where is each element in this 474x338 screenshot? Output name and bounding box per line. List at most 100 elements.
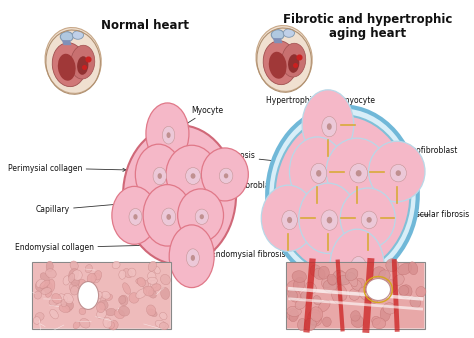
Ellipse shape [282, 43, 306, 77]
Ellipse shape [349, 288, 360, 300]
Ellipse shape [386, 259, 398, 272]
Ellipse shape [45, 289, 52, 297]
Text: Normal heart: Normal heart [100, 19, 189, 32]
Ellipse shape [289, 310, 299, 322]
Ellipse shape [143, 281, 149, 288]
Ellipse shape [118, 296, 126, 304]
Ellipse shape [287, 309, 298, 320]
Ellipse shape [129, 293, 139, 303]
Ellipse shape [321, 210, 338, 230]
Ellipse shape [191, 255, 195, 261]
Ellipse shape [224, 173, 228, 178]
Ellipse shape [40, 280, 50, 288]
Ellipse shape [94, 271, 102, 280]
Ellipse shape [354, 279, 365, 289]
Text: Endomysial collagen: Endomysial collagen [15, 243, 166, 252]
Ellipse shape [274, 115, 410, 274]
Ellipse shape [340, 188, 395, 248]
Ellipse shape [160, 312, 167, 320]
Ellipse shape [112, 261, 120, 269]
Ellipse shape [256, 26, 312, 91]
Ellipse shape [178, 189, 224, 242]
Ellipse shape [390, 164, 407, 182]
Ellipse shape [151, 284, 161, 291]
Ellipse shape [91, 273, 100, 283]
Ellipse shape [41, 288, 51, 294]
Ellipse shape [153, 167, 166, 185]
Ellipse shape [119, 295, 128, 306]
Ellipse shape [148, 309, 157, 317]
Ellipse shape [96, 291, 102, 299]
Ellipse shape [195, 209, 209, 224]
Ellipse shape [161, 274, 170, 285]
Ellipse shape [161, 287, 170, 299]
Ellipse shape [97, 309, 107, 319]
Ellipse shape [290, 137, 345, 206]
Ellipse shape [393, 274, 404, 286]
Polygon shape [62, 40, 72, 45]
Ellipse shape [302, 90, 354, 160]
Ellipse shape [35, 313, 44, 321]
Ellipse shape [98, 296, 106, 305]
Ellipse shape [59, 305, 70, 313]
Ellipse shape [69, 268, 79, 281]
Ellipse shape [154, 266, 160, 274]
Ellipse shape [271, 30, 284, 40]
Ellipse shape [69, 282, 79, 292]
Ellipse shape [123, 125, 236, 265]
Ellipse shape [219, 168, 233, 184]
Ellipse shape [369, 141, 425, 202]
Ellipse shape [313, 268, 325, 280]
Ellipse shape [313, 295, 321, 305]
Ellipse shape [97, 302, 105, 313]
Ellipse shape [351, 257, 366, 277]
Ellipse shape [137, 277, 146, 287]
Ellipse shape [166, 145, 218, 203]
FancyBboxPatch shape [287, 263, 424, 328]
Ellipse shape [288, 289, 298, 300]
Polygon shape [273, 38, 283, 43]
Ellipse shape [129, 209, 142, 225]
FancyBboxPatch shape [32, 262, 171, 329]
Ellipse shape [306, 282, 317, 293]
Ellipse shape [128, 268, 136, 277]
Text: Myofibroblast: Myofibroblast [402, 146, 457, 161]
Ellipse shape [143, 185, 192, 246]
Ellipse shape [114, 310, 125, 319]
Ellipse shape [380, 306, 391, 321]
Ellipse shape [155, 320, 166, 328]
Ellipse shape [78, 280, 86, 287]
Ellipse shape [58, 54, 76, 81]
FancyBboxPatch shape [286, 262, 425, 329]
Ellipse shape [162, 208, 176, 226]
Ellipse shape [372, 316, 380, 325]
Ellipse shape [123, 283, 130, 294]
Ellipse shape [316, 170, 321, 177]
Ellipse shape [361, 211, 377, 228]
Ellipse shape [288, 54, 300, 73]
Ellipse shape [80, 318, 90, 328]
Ellipse shape [398, 263, 412, 275]
Ellipse shape [148, 272, 156, 281]
Ellipse shape [169, 225, 214, 288]
Ellipse shape [351, 280, 362, 290]
Ellipse shape [366, 217, 372, 223]
Ellipse shape [308, 310, 321, 325]
Ellipse shape [326, 138, 388, 205]
Ellipse shape [332, 270, 346, 285]
Ellipse shape [366, 292, 378, 304]
Ellipse shape [105, 294, 112, 300]
Ellipse shape [60, 32, 73, 42]
Ellipse shape [321, 276, 333, 288]
Ellipse shape [351, 315, 364, 328]
Ellipse shape [44, 282, 53, 293]
Ellipse shape [287, 306, 301, 316]
Ellipse shape [36, 279, 45, 288]
Text: Fibrotic and hypertrophic: Fibrotic and hypertrophic [283, 13, 453, 26]
Ellipse shape [282, 211, 297, 230]
Text: Endomysial fibrosis: Endomysial fibrosis [211, 247, 324, 259]
Ellipse shape [45, 27, 101, 93]
Ellipse shape [373, 267, 385, 279]
Ellipse shape [101, 291, 110, 299]
Ellipse shape [52, 43, 86, 87]
